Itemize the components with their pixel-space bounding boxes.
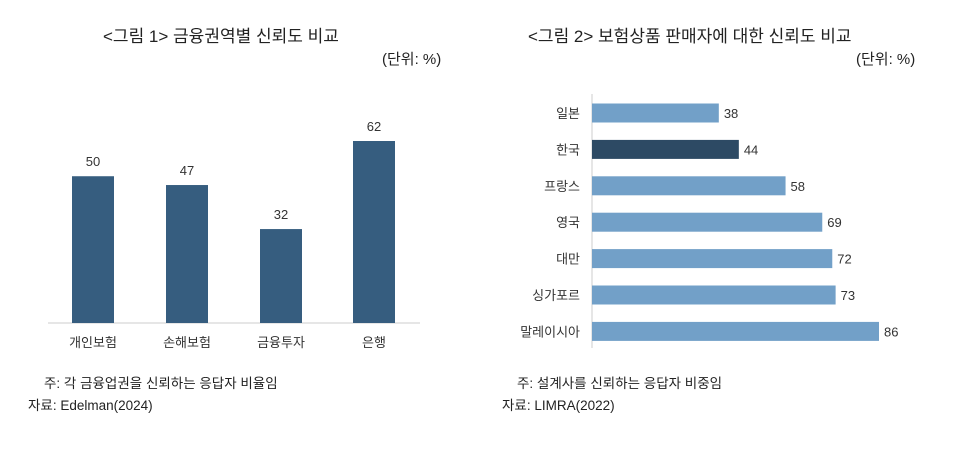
chart2-bar	[592, 103, 719, 123]
chart1-data-label: 50	[86, 154, 100, 169]
chart1-unit: (단위: %)	[382, 51, 442, 68]
chart1-bar	[260, 229, 302, 323]
chart2-bar	[592, 139, 739, 159]
chart2-data-label: 73	[841, 288, 855, 303]
chart1-category-label: 금융투자	[257, 335, 305, 350]
chart2-bar	[592, 212, 823, 232]
chart2-data-label: 38	[724, 106, 738, 121]
chart2-category-label: 일본	[556, 106, 580, 121]
chart1-data-label: 47	[180, 163, 194, 178]
chart2-bar	[592, 285, 836, 305]
chart2-data-label: 58	[791, 179, 805, 194]
chart2-note: 주: 설계사를 신뢰하는 응답자 비중임	[517, 376, 723, 391]
chart1-data-label: 32	[274, 207, 288, 222]
chart1-bar	[353, 141, 395, 323]
chart2-unit: (단위: %)	[856, 51, 916, 68]
chart1-category-label: 손해보험	[163, 335, 211, 350]
chart2-bar	[592, 176, 786, 196]
chart1-data-label: 62	[367, 119, 381, 134]
chart2-category-label: 싱가포르	[532, 288, 580, 303]
chart2-data-label: 86	[884, 324, 898, 339]
chart2-category-label: 영국	[556, 215, 580, 230]
chart1-bar	[166, 185, 208, 323]
chart2-category-label: 한국	[556, 142, 580, 157]
chart1-category-label: 개인보험	[69, 335, 117, 350]
chart2-bar	[592, 321, 879, 341]
chart1-note: 주: 각 금융업권을 신뢰하는 응답자 비율임	[44, 376, 278, 391]
chart2-data-label: 69	[827, 215, 841, 230]
chart2-bar	[592, 249, 833, 269]
chart2-data-label: 44	[744, 142, 758, 157]
chart2-title: <그림 2> 보험상품 판매자에 대한 신뢰도 비교	[528, 27, 852, 46]
chart2-source: 자료: LIMRA(2022)	[502, 398, 615, 413]
chart1-bar	[72, 176, 114, 323]
chart1-title: <그림 1> 금융권역별 신뢰도 비교	[103, 27, 339, 46]
chart2-category-label: 말레이시아	[520, 324, 580, 339]
chart1-category-label: 은행	[362, 335, 386, 350]
chart1-source: 자료: Edelman(2024)	[28, 398, 153, 413]
chart2-category-label: 프랑스	[544, 179, 580, 194]
chart2-category-label: 대만	[556, 252, 580, 267]
chart2-data-label: 72	[837, 252, 851, 267]
